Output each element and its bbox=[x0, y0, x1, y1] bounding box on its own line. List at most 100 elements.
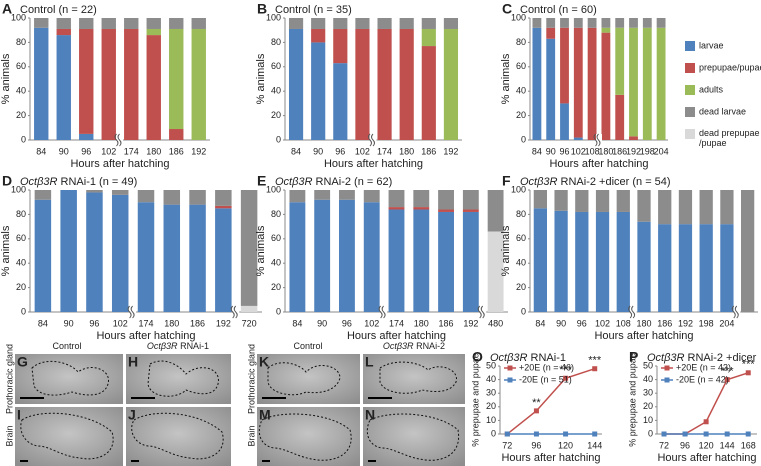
chart-title: Octβ3R RNAi-1 bbox=[490, 352, 566, 364]
legend-label: adults bbox=[699, 84, 724, 94]
bar-segment bbox=[189, 190, 206, 205]
x-tick-label: 174 bbox=[138, 318, 153, 328]
chart-title-part: Octβ3R bbox=[520, 176, 558, 188]
bar-segment bbox=[560, 27, 569, 104]
point bbox=[724, 431, 730, 437]
x-axis-label: Hours after hatching bbox=[347, 330, 446, 342]
legend-label: dead prepupae/pupae bbox=[699, 128, 760, 148]
x-tick-label: 90 bbox=[64, 318, 74, 328]
bar-segment bbox=[629, 27, 638, 137]
bar-segment bbox=[169, 28, 184, 130]
axis-break bbox=[233, 305, 238, 319]
bar-segment bbox=[311, 18, 326, 29]
y-tick-label: 40 bbox=[516, 258, 526, 268]
y-tick-label: 50 bbox=[486, 360, 496, 370]
y-tick-label: 0 bbox=[276, 306, 281, 316]
y-tick-label: 0 bbox=[521, 134, 526, 144]
x-tick-label: 180 bbox=[399, 146, 414, 156]
row-label: Prothoracic gland bbox=[4, 344, 14, 414]
x-axis-label: Hours after hatching bbox=[324, 158, 423, 170]
bar-segment bbox=[601, 32, 611, 140]
bar-segment bbox=[311, 42, 326, 140]
bar-segment bbox=[546, 38, 556, 140]
bar-segment bbox=[546, 27, 556, 39]
bar-segment bbox=[699, 224, 713, 312]
y-tick-label: 40 bbox=[516, 86, 526, 96]
y-tick-label: 40 bbox=[16, 258, 26, 268]
micrograph bbox=[126, 354, 231, 404]
bar-segment bbox=[575, 211, 589, 312]
bar-segment bbox=[191, 18, 206, 29]
column-title-part: RNAi-1 bbox=[178, 341, 210, 351]
x-axis-label: Hours after hatching bbox=[501, 452, 600, 464]
bar-segment bbox=[311, 28, 326, 43]
bar-segment bbox=[573, 18, 583, 28]
x-tick-label: 72 bbox=[502, 440, 512, 450]
outline bbox=[131, 412, 224, 460]
bar-segment bbox=[421, 28, 436, 47]
bar-segment bbox=[546, 18, 556, 28]
y-axis-label: % prepupae and pupae bbox=[470, 353, 480, 447]
bar-segment bbox=[462, 211, 479, 312]
x-tick-label: 96 bbox=[335, 146, 345, 156]
axis-break bbox=[130, 305, 135, 319]
significance: *** bbox=[559, 364, 573, 376]
bar-segment bbox=[289, 190, 306, 203]
axis-break bbox=[628, 305, 633, 319]
bar-segment bbox=[146, 35, 161, 140]
y-axis-label: % animals bbox=[0, 53, 12, 104]
x-tick-label: 84 bbox=[292, 318, 302, 328]
column-title-part: Octβ3R bbox=[147, 341, 178, 351]
y-tick-label: 30 bbox=[486, 388, 496, 398]
axis-break bbox=[596, 133, 601, 147]
x-tick-label: 96 bbox=[342, 318, 352, 328]
bar-segment bbox=[60, 190, 77, 312]
y-tick-label: 80 bbox=[271, 37, 281, 47]
chart-title-part: RNAi-1 bbox=[527, 352, 566, 364]
x-tick-label: 198 bbox=[699, 318, 714, 328]
x-tick-label: 192 bbox=[626, 146, 641, 156]
x-tick-label: 108 bbox=[585, 146, 600, 156]
point bbox=[724, 377, 730, 383]
row-label: Brain bbox=[246, 425, 256, 446]
x-tick-label: 174 bbox=[389, 318, 404, 328]
bar-segment bbox=[421, 18, 436, 29]
axis-break bbox=[371, 133, 375, 147]
bar-segment bbox=[111, 194, 129, 312]
legend-marker bbox=[507, 377, 513, 383]
panel-letter: E bbox=[257, 173, 266, 189]
bar-segment bbox=[56, 35, 71, 140]
micrograph-images bbox=[15, 354, 465, 466]
row-label: Brain bbox=[4, 425, 14, 446]
bar-segment bbox=[595, 211, 610, 312]
micrograph bbox=[363, 354, 465, 404]
bar-segment bbox=[333, 18, 348, 29]
x-tick-label: 96 bbox=[559, 146, 569, 156]
y-tick-label: 50 bbox=[643, 360, 653, 370]
bar-segment bbox=[86, 190, 103, 193]
bar-segment bbox=[388, 190, 405, 208]
y-tick-label: 20 bbox=[516, 110, 526, 120]
legend-label: dead larvae bbox=[699, 106, 746, 116]
y-axis-label: % prepupae and pupae bbox=[627, 353, 637, 447]
bar-segment bbox=[124, 28, 139, 141]
bar-segment bbox=[289, 202, 306, 312]
x-tick-label: 102 bbox=[595, 318, 610, 328]
x-tick-label: 84 bbox=[291, 146, 301, 156]
x-tick-label: 102 bbox=[364, 318, 379, 328]
x-tick-label: 204 bbox=[719, 318, 734, 328]
y-tick-label: 40 bbox=[486, 374, 496, 384]
panel-letter: F bbox=[502, 173, 511, 189]
bar-segment bbox=[314, 190, 331, 200]
x-tick-label: 84 bbox=[532, 146, 542, 156]
x-tick-label: 180 bbox=[414, 318, 429, 328]
x-tick-label: 102 bbox=[113, 318, 128, 328]
column-title-part: Control bbox=[52, 341, 81, 351]
point bbox=[504, 431, 510, 437]
x-tick-label: 192 bbox=[443, 146, 458, 156]
bar-segment bbox=[554, 210, 568, 312]
panel-letter: I bbox=[17, 407, 21, 423]
y-tick-label: 20 bbox=[16, 110, 26, 120]
legend-swatch bbox=[685, 63, 695, 73]
axis-break bbox=[593, 133, 598, 147]
